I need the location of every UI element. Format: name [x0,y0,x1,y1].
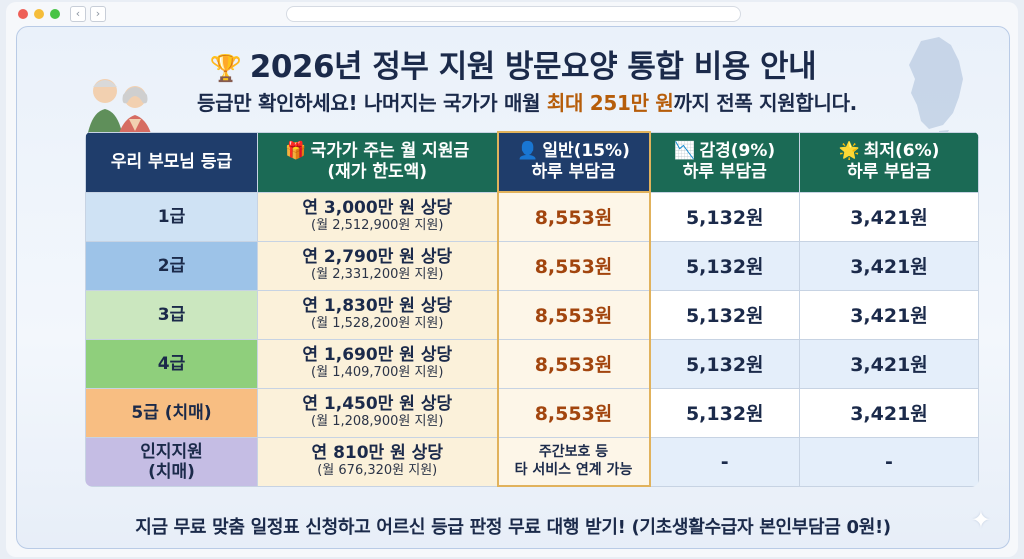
grade-cell: 4급 [85,338,258,389]
grade-cell: 3급 [85,289,258,340]
support-cell: 연 810만 원 상당 (월 676,320원 지원) [257,436,498,487]
lowest-cost-cell: 3,421원 [799,240,979,291]
header-support: 🎁 국가가 주는 월 지원금 (재가 한도액) [257,131,498,193]
sparkle-icon: ✦ [970,506,991,534]
lowest-cost-cell: 3,421원 [799,289,979,340]
grade-cell: 5급 (치매) [85,387,258,438]
header-general: 👤 일반(15%) 하루 부담금 [496,131,651,193]
reduced-cost-cell: 5,132원 [649,289,800,340]
general-cost-cell: 8,553원 [496,191,651,242]
table-header-row: 우리 부모님 등급 🎁 국가가 주는 월 지원금 (재가 한도액) 👤 일반(15%… [85,131,979,193]
support-cell: 연 3,000만 원 상당 (월 2,512,900원 지원) [257,191,498,242]
lowest-cost-cell: 3,421원 [799,387,979,438]
table-row: 2급 연 2,790만 원 상당 (월 2,331,200원 지원) 8,553원… [85,240,979,291]
support-cell: 연 1,450만 원 상당 (월 1,208,900원 지원) [257,387,498,438]
close-window-icon[interactable] [18,9,28,19]
table-row: 4급 연 1,690만 원 상당 (월 1,409,700원 지원) 8,553원… [85,338,979,389]
person-icon: 👤 [517,141,539,161]
footer-cta: 지금 무료 맞춤 일정표 신청하고 어르신 등급 판정 무료 대행 받기! (기… [135,517,891,538]
reduced-cost-cell: 5,132원 [649,191,800,242]
header-lowest: 🌟 최저(6%) 하루 부담금 [799,131,979,193]
reduced-cost-cell: 5,132원 [649,387,800,438]
reduced-cost-cell: 5,132원 [649,338,800,389]
table-row: 3급 연 1,830만 원 상당 (월 1,528,200원 지원) 8,553원… [85,289,979,340]
header-grade: 우리 부모님 등급 [85,131,258,193]
lowest-cost-cell: - [799,436,979,487]
info-panel: 🏆 2026년 정부 지원 방문요양 통합 비용 안내 등급만 확인하세요! 나머… [16,26,1010,549]
maximize-window-icon[interactable] [50,9,60,19]
support-cell: 연 2,790만 원 상당 (월 2,331,200원 지원) [257,240,498,291]
grade-cell: 2급 [85,240,258,291]
lowest-cost-cell: 3,421원 [799,338,979,389]
star-icon: 🌟 [838,141,860,161]
trophy-icon: 🏆 [209,54,242,84]
lowest-cost-cell: 3,421원 [799,191,979,242]
grade-cell: 인지지원 (치매) [85,436,258,487]
reduced-cost-cell: 5,132원 [649,240,800,291]
page-title: 🏆 2026년 정부 지원 방문요양 통합 비용 안내 [17,41,1009,86]
browser-window: ‹ › 🏆 2026년 정부 지원 방문요양 통합 비용 안내 등급만 확인하세요… [6,2,1018,557]
address-bar[interactable] [286,6,741,22]
page-subtitle: 등급만 확인하세요! 나머지는 국가가 매월 최대 251만 원까지 전폭 지원… [167,87,887,116]
subtitle-after: 까지 전폭 지원합니다. [673,91,857,115]
table-row: 인지지원 (치매) 연 810만 원 상당 (월 676,320원 지원) 주간보호… [85,436,979,487]
page-title-text: 2026년 정부 지원 방문요양 통합 비용 안내 [249,49,817,85]
chart-down-icon: 📉 [674,141,696,161]
subtitle-before: 등급만 확인하세요! 나머지는 국가가 매월 [197,91,547,115]
subtitle-highlight: 최대 251만 원 [546,91,674,115]
general-cost-cell: 8,553원 [496,240,651,291]
table-row: 1급 연 3,000만 원 상당 (월 2,512,900원 지원) 8,553원… [85,191,979,242]
grade-cell: 1급 [85,191,258,242]
support-cell: 연 1,830만 원 상당 (월 1,528,200원 지원) [257,289,498,340]
back-button[interactable]: ‹ [70,6,86,22]
reduced-cost-cell: - [649,436,800,487]
general-cost-cell: 8,553원 [496,289,651,340]
gift-icon: 🎁 [285,141,307,161]
general-cost-cell: 8,553원 [496,387,651,438]
general-cost-cell: 8,553원 [496,338,651,389]
cost-table: 우리 부모님 등급 🎁 국가가 주는 월 지원금 (재가 한도액) 👤 일반(15%… [85,131,979,487]
browser-topbar: ‹ › [6,2,1018,26]
header-reduced: 📉 감경(9%) 하루 부담금 [649,131,800,193]
table-row: 5급 (치매) 연 1,450만 원 상당 (월 1,208,900원 지원) 8… [85,387,979,438]
forward-button[interactable]: › [90,6,106,22]
minimize-window-icon[interactable] [34,9,44,19]
support-cell: 연 1,690만 원 상당 (월 1,409,700원 지원) [257,338,498,389]
